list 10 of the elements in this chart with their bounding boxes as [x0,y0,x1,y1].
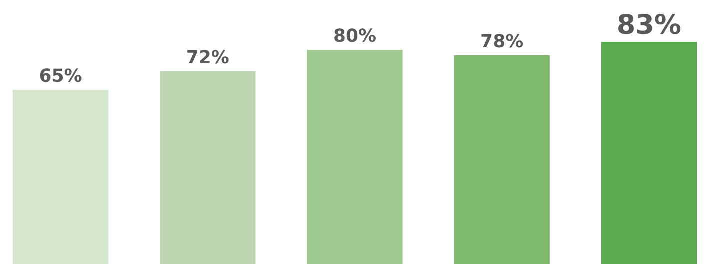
data-label: 80% [333,26,377,48]
bar [13,90,109,264]
bar [454,55,550,264]
bar [601,42,697,264]
data-label: 78% [480,31,524,52]
bar [307,50,403,264]
bar [160,71,256,264]
data-label: 65% [39,66,82,88]
data-label: 72% [186,47,230,68]
data-label: 83% [616,10,682,41]
